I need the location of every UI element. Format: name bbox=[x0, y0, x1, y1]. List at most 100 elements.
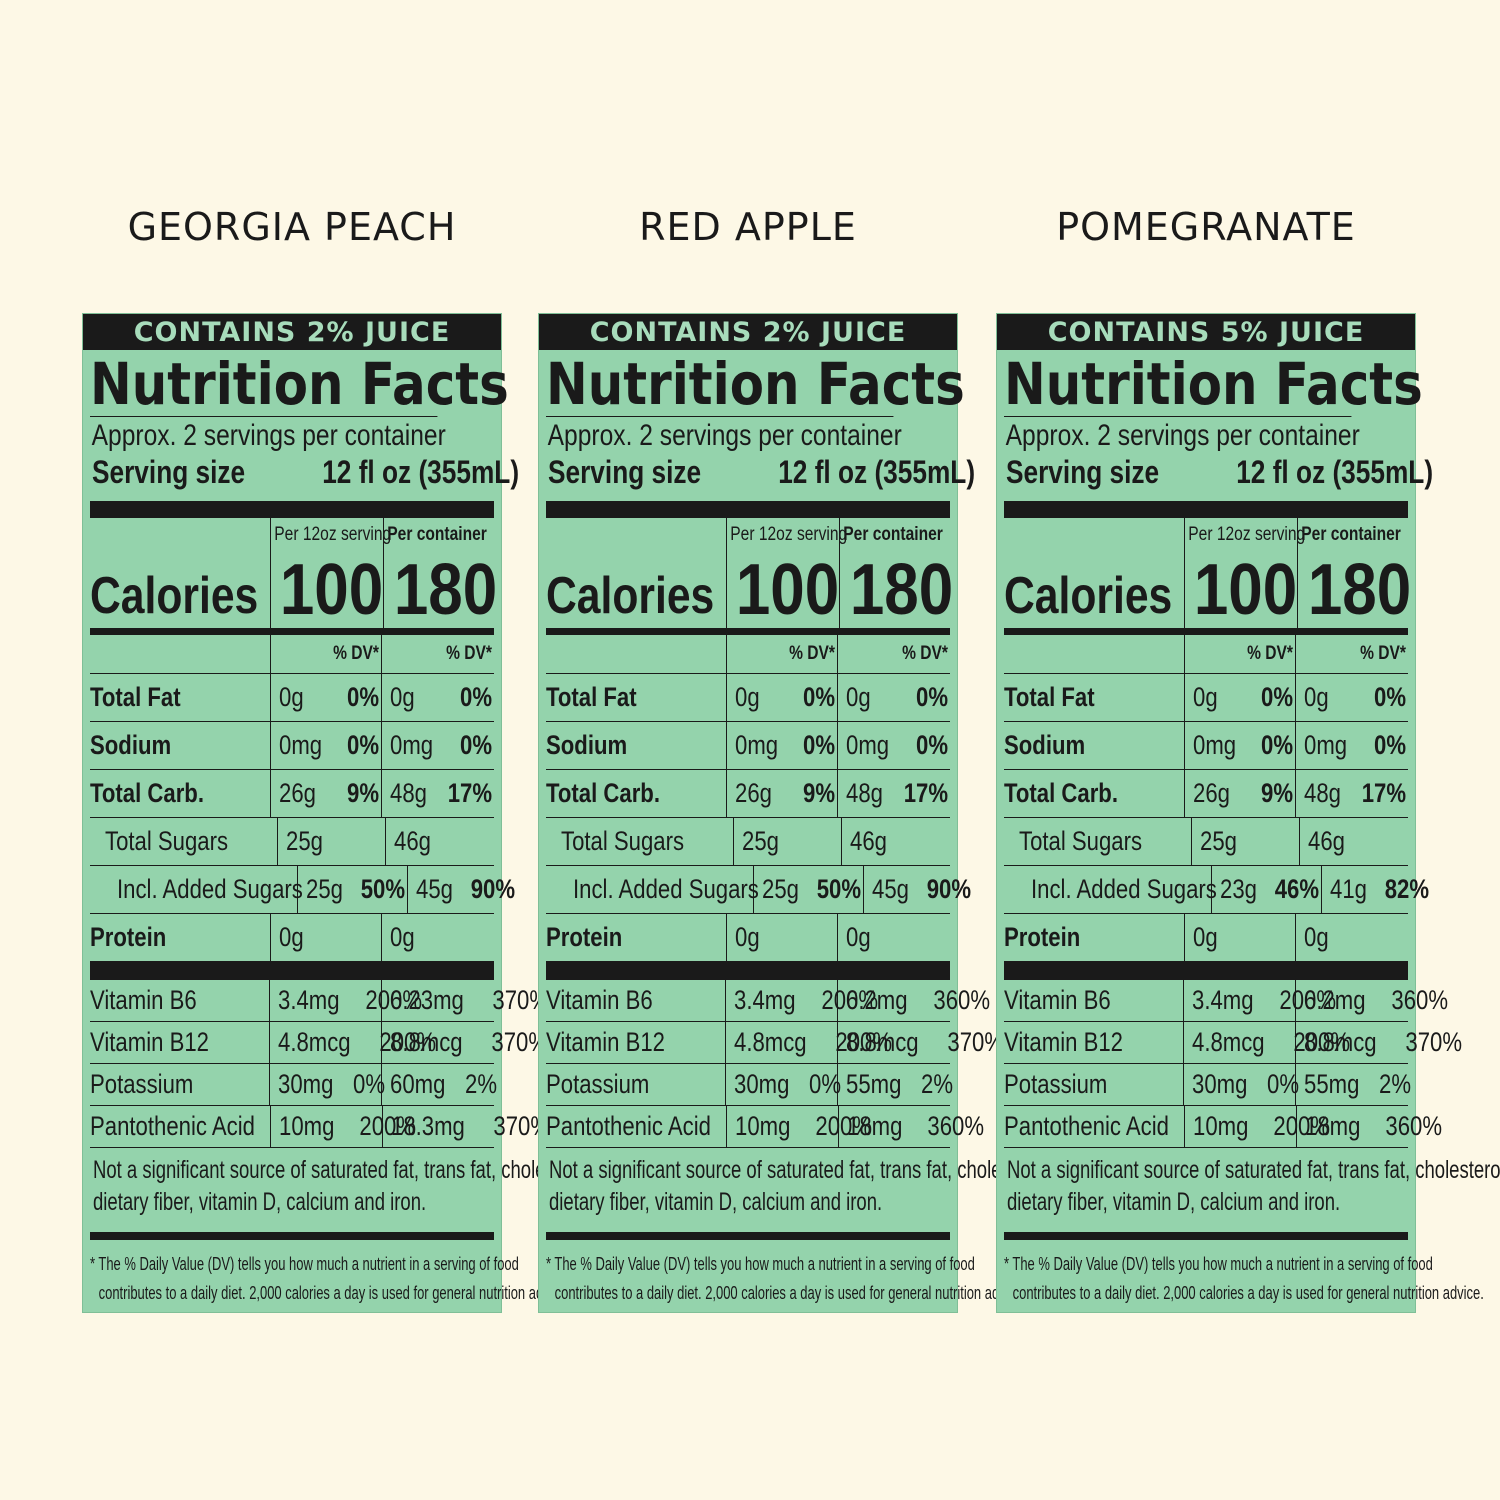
amount-per-serving: 0g bbox=[278, 922, 304, 952]
nutrient-name: Sodium bbox=[546, 730, 628, 760]
calories-per-serving: 100 bbox=[1193, 550, 1297, 630]
nutrient-row: Protein 0g 0g bbox=[546, 914, 950, 962]
dv-per-container: 0% bbox=[1373, 682, 1406, 712]
amount-per-serving: 0mg bbox=[1192, 730, 1236, 760]
nutrient-row: Total Carb. 26g 9% 48g 17% bbox=[1004, 770, 1408, 818]
nutrient-row: Sodium 0mg 0% 0mg 0% bbox=[546, 722, 950, 770]
divider bbox=[90, 501, 494, 518]
amount-per-container: 6.2mg bbox=[846, 985, 908, 1015]
dv-header-row: % DV* % DV* bbox=[1004, 635, 1408, 674]
nutrient-name: Protein bbox=[90, 922, 167, 952]
amount-per-container: 0g bbox=[846, 682, 871, 712]
vitamin-row: Pantothenic Acid 10mg 200% 18.3mg 370% bbox=[90, 1106, 550, 1148]
amount-per-container: 8.8mcg bbox=[846, 1027, 919, 1057]
flavor-title: RED APPLE bbox=[639, 205, 857, 249]
nutrient-row: Sodium 0mg 0% 0mg 0% bbox=[1004, 722, 1408, 770]
amount-per-container: 46g bbox=[394, 826, 432, 856]
nutrient-row: Total Carb. 26g 9% 48g 17% bbox=[546, 770, 950, 818]
nutrient-name: Vitamin B6 bbox=[90, 985, 197, 1015]
amount-per-container: 55mg bbox=[1304, 1069, 1360, 1099]
dv-per-serving: 200% bbox=[1292, 1027, 1350, 1057]
amount-per-serving: 25g bbox=[1200, 826, 1238, 856]
dv-per-serving: 0% bbox=[1261, 682, 1294, 712]
per-serving-header: Per 12oz serving bbox=[730, 524, 848, 545]
calories-per-serving: 100 bbox=[735, 550, 839, 630]
nutrient-name: Total Sugars bbox=[561, 826, 685, 856]
juice-banner: CONTAINS 2% JUICE bbox=[539, 314, 957, 350]
divider bbox=[1004, 501, 1408, 518]
dv-per-container: 360% bbox=[1391, 985, 1449, 1015]
dv-header: % DV* bbox=[333, 643, 380, 664]
dv-per-serving: 0% bbox=[1266, 1069, 1299, 1099]
amount-per-serving: 25g bbox=[286, 826, 324, 856]
nutrition-facts-title: Nutrition Facts bbox=[1004, 350, 1423, 418]
dv-per-container: 2% bbox=[464, 1069, 497, 1099]
divider bbox=[1004, 1232, 1408, 1240]
amount-per-container: 6.23mg bbox=[390, 985, 464, 1015]
nutrient-row: Total Sugars 25g 46g bbox=[1004, 818, 1408, 866]
vitamin-row: Potassium 30mg 0% 55mg 2% bbox=[546, 1064, 953, 1106]
nutrient-name: Pantothenic Acid bbox=[90, 1111, 255, 1141]
amount-per-container: 6.2mg bbox=[1304, 985, 1366, 1015]
divider bbox=[1004, 962, 1408, 980]
daily-value-footnote: * The % Daily Value (DV) tells you how m… bbox=[1004, 1254, 1484, 1303]
dv-header: % DV* bbox=[902, 643, 948, 664]
nutrition-facts-label: CONTAINS 2% JUICE Nutrition Facts Approx… bbox=[82, 313, 596, 1313]
nutrient-row: Protein 0g 0g bbox=[1004, 914, 1408, 962]
dv-per-serving: 0% bbox=[347, 682, 380, 712]
nutrient-name: Total Fat bbox=[546, 682, 637, 712]
daily-value-footnote: * The % Daily Value (DV) tells you how m… bbox=[90, 1254, 570, 1303]
amount-per-serving: 0g bbox=[1192, 922, 1218, 952]
amount-per-container: 0g bbox=[1304, 682, 1329, 712]
dv-per-container: 0% bbox=[915, 682, 948, 712]
amount-per-serving: 0g bbox=[278, 682, 304, 712]
nutrient-name: Potassium bbox=[90, 1069, 194, 1099]
amount-per-serving: 4.8mcg bbox=[734, 1027, 807, 1057]
dv-per-container: 370% bbox=[1404, 1027, 1462, 1057]
dv-per-serving: 200% bbox=[1279, 985, 1337, 1015]
nutrient-row: Protein 0g 0g bbox=[90, 914, 494, 962]
serving-size-value: 12 fl oz (355mL) bbox=[777, 454, 975, 490]
nutrient-name: Pantothenic Acid bbox=[546, 1111, 711, 1141]
nutrient-name: Total Sugars bbox=[1019, 826, 1143, 856]
dv-per-serving: 0% bbox=[347, 730, 380, 760]
daily-value-footnote: * The % Daily Value (DV) tells you how m… bbox=[546, 1254, 1026, 1303]
calories-per-container: 180 bbox=[849, 550, 953, 630]
nutrient-name: Incl. Added Sugars bbox=[1031, 874, 1217, 904]
dv-per-container: 0% bbox=[459, 730, 492, 760]
not-significant-note: Not a significant source of saturated fa… bbox=[1007, 1156, 1500, 1216]
flavor-title: POMEGRANATE bbox=[1056, 205, 1356, 249]
dv-per-serving: 200% bbox=[834, 1027, 892, 1057]
nutrient-name: Vitamin B6 bbox=[546, 985, 653, 1015]
dv-per-serving: 200% bbox=[814, 1111, 872, 1141]
amount-per-container: 48g bbox=[1304, 778, 1342, 808]
dv-per-serving: 9% bbox=[803, 778, 836, 808]
serving-size-row: Serving size 12 fl oz (355mL) bbox=[90, 453, 519, 493]
calories-row: Calories Per 12oz serving 100 Per contai… bbox=[1004, 518, 1411, 635]
nutrient-row: Total Fat 0g 0% 0g 0% bbox=[90, 674, 494, 722]
vitamin-row: Vitamin B6 3.4mg 200% 6.2mg 360% bbox=[546, 980, 990, 1022]
nutrition-facts-label: CONTAINS 5% JUICE Nutrition Facts Approx… bbox=[996, 313, 1500, 1313]
dv-per-serving: 200% bbox=[821, 985, 879, 1015]
nutrient-name: Total Fat bbox=[1004, 682, 1095, 712]
amount-per-container: 0mg bbox=[846, 730, 890, 760]
amount-per-serving: 26g bbox=[734, 778, 772, 808]
amount-per-serving: 0g bbox=[734, 682, 760, 712]
nutrient-name: Total Sugars bbox=[105, 826, 229, 856]
nutrition-facts-label: CONTAINS 2% JUICE Nutrition Facts Approx… bbox=[538, 313, 1052, 1313]
dv-per-serving: 9% bbox=[1261, 778, 1294, 808]
dv-per-container: 0% bbox=[1373, 730, 1406, 760]
serving-size-value: 12 fl oz (355mL) bbox=[321, 454, 519, 490]
calories-row: Calories Per 12oz serving 100 Per contai… bbox=[90, 518, 497, 635]
per-container-header: Per container bbox=[1301, 524, 1401, 545]
vitamin-row: Pantothenic Acid 10mg 200% 18mg 360% bbox=[546, 1106, 984, 1148]
serving-size-value: 12 fl oz (355mL) bbox=[1235, 454, 1433, 490]
servings-per-container: Approx. 2 servings per container bbox=[1005, 419, 1360, 452]
nutrient-name: Incl. Added Sugars bbox=[117, 874, 303, 904]
dv-per-serving: 200% bbox=[358, 1111, 416, 1141]
nutrient-name: Total Fat bbox=[90, 682, 181, 712]
calories-label: Calories bbox=[546, 567, 715, 625]
dv-per-container: 360% bbox=[926, 1111, 984, 1141]
amount-per-serving: 0g bbox=[734, 922, 760, 952]
dv-per-container: 2% bbox=[920, 1069, 953, 1099]
